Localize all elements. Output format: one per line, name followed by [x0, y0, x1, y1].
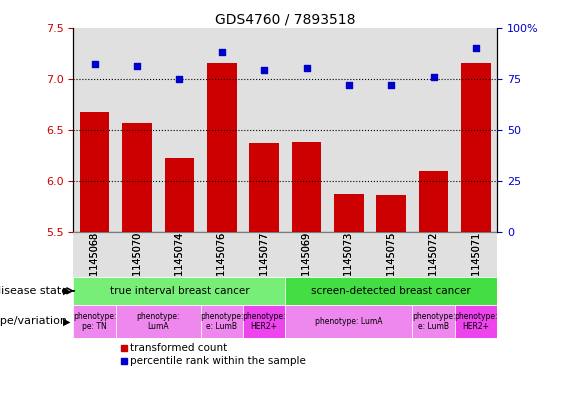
Bar: [243, 232, 285, 277]
Text: GSM1145069: GSM1145069: [302, 232, 311, 297]
Text: GSM1145077: GSM1145077: [259, 232, 269, 297]
Bar: [158, 28, 201, 232]
Bar: [285, 28, 328, 232]
Text: true interval breast cancer: true interval breast cancer: [110, 286, 249, 296]
Bar: [158, 232, 201, 277]
Text: genotype/variation: genotype/variation: [0, 316, 68, 326]
Bar: [419, 171, 449, 393]
Bar: [461, 63, 491, 393]
Bar: [122, 123, 152, 393]
Bar: [164, 158, 194, 393]
Bar: [285, 305, 412, 338]
Bar: [328, 232, 370, 277]
Text: GSM1145077: GSM1145077: [259, 232, 269, 297]
Bar: [116, 28, 158, 232]
Bar: [73, 28, 116, 232]
Text: disease state: disease state: [0, 286, 68, 296]
Text: GSM1145072: GSM1145072: [429, 232, 438, 297]
Bar: [243, 28, 285, 232]
Text: GSM1145070: GSM1145070: [132, 232, 142, 297]
Bar: [73, 305, 116, 338]
Text: GSM1145068: GSM1145068: [90, 232, 99, 297]
Text: GSM1145072: GSM1145072: [429, 232, 438, 297]
Title: GDS4760 / 7893518: GDS4760 / 7893518: [215, 12, 355, 26]
Point: [302, 65, 311, 72]
Text: GSM1145076: GSM1145076: [217, 232, 227, 297]
Text: phenotype:
HER2+: phenotype: HER2+: [242, 312, 286, 331]
Text: GSM1145071: GSM1145071: [471, 232, 481, 297]
Text: GSM1145068: GSM1145068: [90, 232, 99, 297]
Bar: [285, 277, 497, 305]
Point: [344, 82, 354, 88]
Text: GSM1145069: GSM1145069: [302, 232, 311, 297]
Bar: [292, 142, 321, 393]
Bar: [201, 28, 243, 232]
Bar: [201, 305, 243, 338]
Bar: [455, 232, 497, 277]
Point: [175, 75, 184, 82]
Point: [90, 61, 99, 68]
Point: [259, 67, 269, 73]
Bar: [249, 143, 279, 393]
Bar: [328, 28, 370, 232]
Text: GSM1145070: GSM1145070: [132, 232, 142, 297]
Bar: [285, 232, 328, 277]
Bar: [455, 28, 497, 232]
Text: GSM1145076: GSM1145076: [217, 232, 227, 297]
Bar: [412, 28, 455, 232]
Bar: [412, 232, 455, 277]
Bar: [412, 305, 455, 338]
Bar: [201, 232, 243, 277]
Text: phenotype:
e: LumB: phenotype: e: LumB: [200, 312, 244, 331]
Text: GSM1145074: GSM1145074: [175, 232, 184, 297]
Bar: [376, 195, 406, 393]
Point: [471, 45, 480, 51]
Text: GSM1145075: GSM1145075: [386, 232, 396, 297]
Text: GSM1145071: GSM1145071: [471, 232, 481, 297]
Text: screen-detected breast cancer: screen-detected breast cancer: [311, 286, 471, 296]
Text: phenotype: LumA: phenotype: LumA: [315, 317, 383, 326]
Bar: [243, 305, 285, 338]
Text: GSM1145073: GSM1145073: [344, 232, 354, 297]
Bar: [207, 63, 237, 393]
Point: [217, 49, 226, 55]
Bar: [116, 232, 158, 277]
Bar: [116, 305, 201, 338]
Text: GSM1145074: GSM1145074: [175, 232, 184, 297]
Bar: [73, 232, 116, 277]
Point: [386, 82, 396, 88]
Text: phenotype:
e: LumB: phenotype: e: LumB: [412, 312, 455, 331]
Text: phenotype:
HER2+: phenotype: HER2+: [454, 312, 498, 331]
Bar: [73, 277, 285, 305]
Bar: [370, 28, 412, 232]
Legend: transformed count, percentile rank within the sample: transformed count, percentile rank withi…: [121, 343, 306, 366]
Text: phenotype:
pe: TN: phenotype: pe: TN: [73, 312, 116, 331]
Bar: [455, 305, 497, 338]
Text: ▶: ▶: [63, 286, 71, 296]
Text: GSM1145073: GSM1145073: [344, 232, 354, 297]
Text: ▶: ▶: [63, 316, 71, 326]
Bar: [80, 112, 110, 393]
Text: phenotype:
LumA: phenotype: LumA: [137, 312, 180, 331]
Bar: [334, 194, 364, 393]
Point: [429, 73, 438, 80]
Bar: [370, 232, 412, 277]
Text: GSM1145075: GSM1145075: [386, 232, 396, 297]
Point: [132, 63, 141, 70]
